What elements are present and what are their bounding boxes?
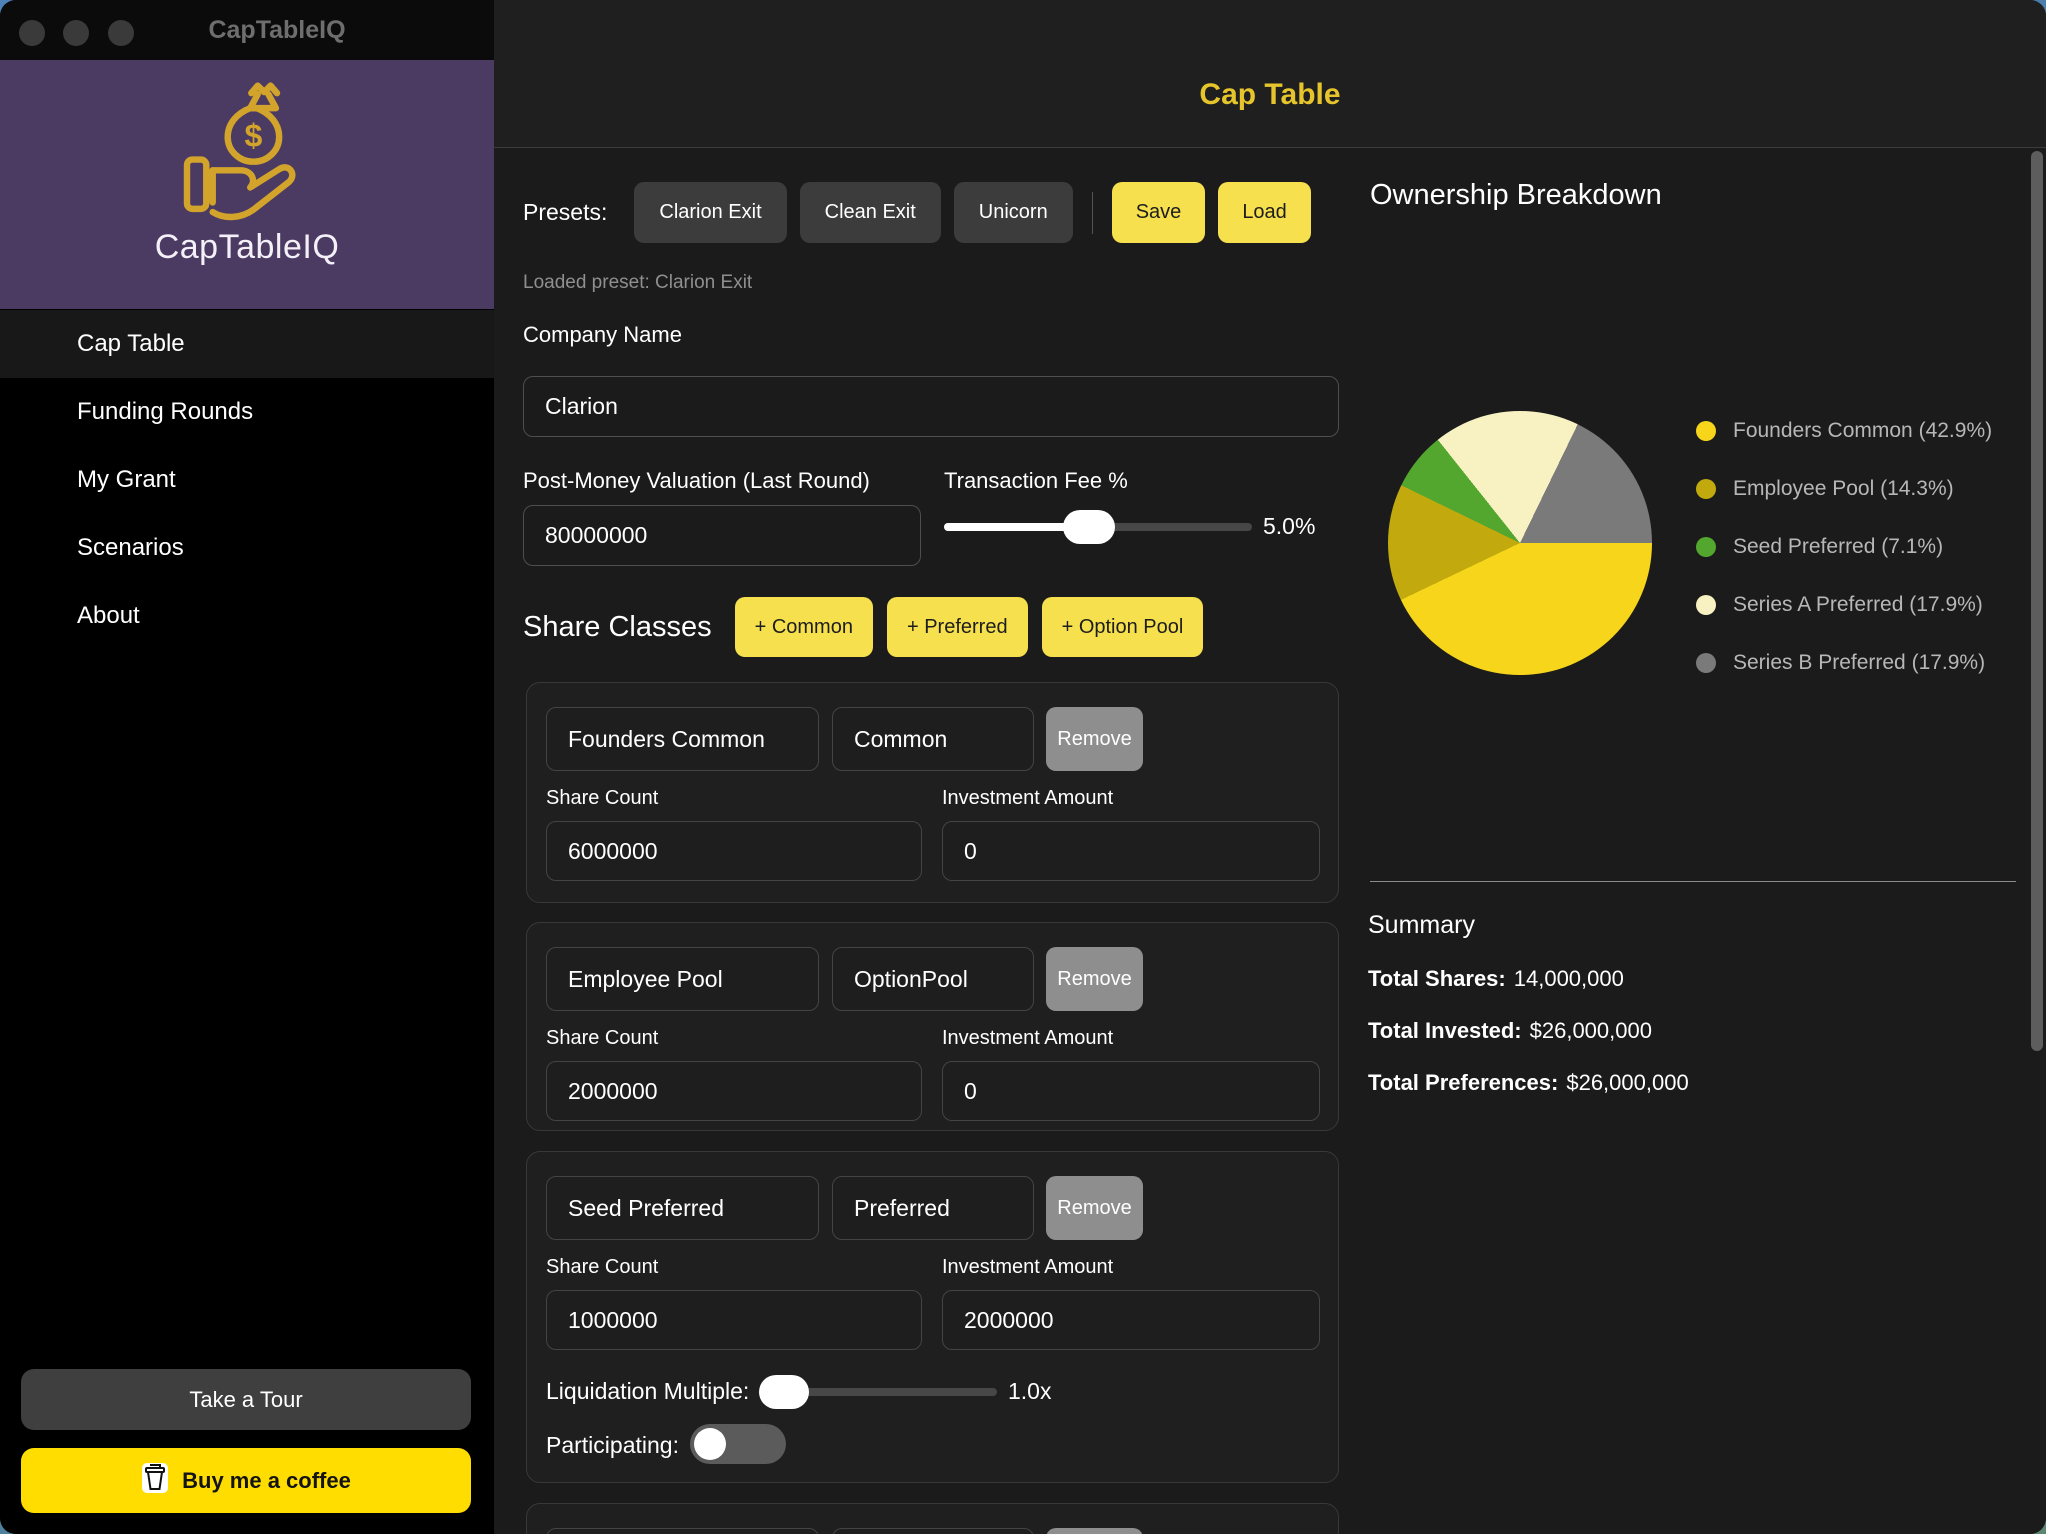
- main-header: Cap Table: [494, 0, 2046, 148]
- legend-color-dot: [1696, 653, 1716, 673]
- class-name-input[interactable]: [546, 1176, 819, 1240]
- summary-heading: Summary: [1368, 911, 1475, 939]
- ownership-pie-chart: [1388, 411, 1652, 675]
- company-name-input[interactable]: [523, 376, 1339, 437]
- liquidation-multiple-label: Liquidation Multiple:: [546, 1378, 750, 1404]
- remove-class-button[interactable]: Remove: [1046, 707, 1143, 771]
- investment-amount-label: Investment Amount: [942, 1256, 1114, 1278]
- class-type-input[interactable]: [832, 1176, 1034, 1240]
- app-name: CapTableIQ: [154, 228, 340, 266]
- transaction-fee-slider-thumb[interactable]: [1062, 510, 1115, 544]
- loaded-preset-status: Loaded preset: Clarion Exit: [523, 272, 753, 293]
- window-title: CapTableIQ: [208, 16, 346, 44]
- legend-color-dot: [1696, 537, 1716, 557]
- preset-unicorn-button[interactable]: Unicorn: [953, 182, 1073, 243]
- money-bag-hand-icon: $: [172, 76, 322, 231]
- investment-amount-label: Investment Amount: [942, 787, 1114, 809]
- share-class-card: Remove Share Count Investment Amount: [526, 922, 1339, 1131]
- share-class-card: Remove: [526, 1503, 1339, 1534]
- total-shares: Total Shares: 14,000,000: [1368, 966, 1624, 991]
- add-preferred-button[interactable]: + Preferred: [886, 597, 1028, 657]
- share-class-card: Remove Share Count Investment Amount: [526, 682, 1339, 903]
- sidebar-item-about[interactable]: About: [77, 602, 140, 629]
- participating-label: Participating:: [546, 1432, 679, 1458]
- share-classes-heading: Share Classes: [523, 610, 712, 643]
- presets-label: Presets:: [523, 199, 608, 225]
- titlebar: CapTableIQ: [0, 0, 494, 60]
- add-common-button[interactable]: + Common: [734, 597, 873, 657]
- legend-item: Employee Pool (14.3%): [1696, 474, 1954, 504]
- class-type-input[interactable]: [832, 947, 1034, 1011]
- preset-clean-exit-button[interactable]: Clean Exit: [799, 182, 941, 243]
- share-count-label: Share Count: [546, 1256, 659, 1278]
- liquidation-multiple-slider[interactable]: [764, 1388, 997, 1396]
- save-button[interactable]: Save: [1111, 182, 1206, 243]
- presets-row: Presets: Clarion Exit Clean Exit Unicorn…: [523, 182, 1311, 243]
- main-content: Presets: Clarion Exit Clean Exit Unicorn…: [494, 148, 2046, 1534]
- investment-amount-input[interactable]: [942, 1061, 1320, 1121]
- participating-toggle[interactable]: [690, 1424, 786, 1464]
- sidebar-item-cap-table[interactable]: Cap Table: [0, 310, 494, 378]
- investment-amount-label: Investment Amount: [942, 1027, 1114, 1049]
- legend-item: Series B Preferred (17.9%): [1696, 648, 1985, 678]
- preset-clarion-exit-button[interactable]: Clarion Exit: [634, 182, 787, 243]
- valuation-label: Post-Money Valuation (Last Round): [523, 468, 870, 493]
- coffee-button-label: Buy me a coffee: [182, 1467, 351, 1493]
- share-count-input[interactable]: [546, 1061, 922, 1121]
- sidebar-item-funding-rounds[interactable]: Funding Rounds: [77, 398, 254, 425]
- share-count-label: Share Count: [546, 1027, 659, 1049]
- share-count-input[interactable]: [546, 1290, 922, 1350]
- summary-divider: [1370, 881, 2016, 882]
- load-button[interactable]: Load: [1218, 182, 1311, 243]
- take-a-tour-button[interactable]: Take a Tour: [21, 1369, 471, 1430]
- coffee-cup-icon: [141, 1462, 169, 1500]
- svg-text:$: $: [244, 118, 262, 154]
- presets-divider: [1091, 191, 1093, 234]
- class-name-input[interactable]: [546, 1528, 819, 1534]
- transaction-fee-value: 5.0%: [1263, 513, 1316, 539]
- minimize-button[interactable]: [63, 20, 89, 46]
- valuation-input[interactable]: [523, 505, 921, 566]
- share-classes-row: Share Classes + Common + Preferred + Opt…: [523, 597, 1204, 657]
- liquidation-multiple-value: 1.0x: [1008, 1378, 1052, 1404]
- page-title: Cap Table: [1199, 78, 1341, 111]
- share-count-input[interactable]: [546, 821, 922, 881]
- transaction-fee-label: Transaction Fee %: [944, 468, 1128, 493]
- total-preferences: Total Preferences: $26,000,000: [1368, 1070, 1689, 1095]
- legend-item: Founders Common (42.9%): [1696, 416, 1992, 446]
- legend-item: Series A Preferred (17.9%): [1696, 590, 1983, 620]
- class-type-input[interactable]: [832, 707, 1034, 771]
- remove-class-button[interactable]: Remove: [1046, 1176, 1143, 1240]
- class-type-input[interactable]: [832, 1528, 1034, 1534]
- legend-color-dot: [1696, 595, 1716, 615]
- share-class-card: Remove Share Count Investment Amount Liq…: [526, 1151, 1339, 1483]
- class-name-input[interactable]: [546, 707, 819, 771]
- close-button[interactable]: [19, 20, 45, 46]
- liquidation-multiple-slider-thumb[interactable]: [759, 1375, 809, 1409]
- participating-toggle-knob: [694, 1428, 726, 1460]
- legend-color-dot: [1696, 479, 1716, 499]
- zoom-button[interactable]: [108, 20, 134, 46]
- remove-class-button[interactable]: Remove: [1046, 1528, 1143, 1534]
- vertical-scrollbar[interactable]: [2031, 151, 2043, 1051]
- sidebar-item-scenarios[interactable]: Scenarios: [77, 534, 184, 561]
- sidebar: $ CapTableIQ Cap Table Funding Rounds My…: [0, 60, 494, 1534]
- logo-block: $ CapTableIQ: [0, 60, 494, 309]
- sidebar-nav: Cap Table Funding Rounds My Grant Scenar…: [0, 310, 494, 650]
- sidebar-item-my-grant[interactable]: My Grant: [77, 466, 176, 493]
- buy-me-a-coffee-button[interactable]: Buy me a coffee: [21, 1448, 471, 1513]
- legend-color-dot: [1696, 421, 1716, 441]
- legend-item: Seed Preferred (7.1%): [1696, 532, 1943, 562]
- remove-class-button[interactable]: Remove: [1046, 947, 1143, 1011]
- ownership-breakdown-heading: Ownership Breakdown: [1370, 179, 1662, 211]
- investment-amount-input[interactable]: [942, 821, 1320, 881]
- investment-amount-input[interactable]: [942, 1290, 1320, 1350]
- add-option-pool-button[interactable]: + Option Pool: [1041, 597, 1204, 657]
- total-invested: Total Invested: $26,000,000: [1368, 1018, 1652, 1043]
- company-name-label: Company Name: [523, 322, 682, 347]
- share-count-label: Share Count: [546, 787, 659, 809]
- class-name-input[interactable]: [546, 947, 819, 1011]
